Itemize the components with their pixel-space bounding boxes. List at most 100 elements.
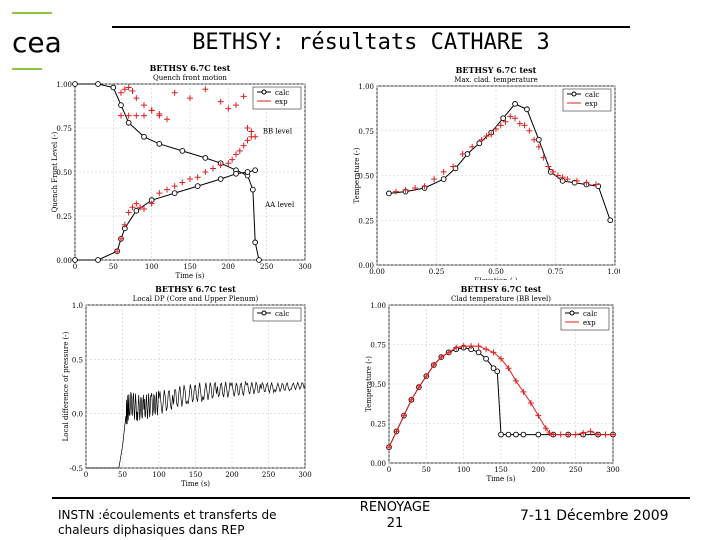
data-point-exp — [236, 147, 243, 154]
data-point-exp — [217, 161, 224, 168]
footer-section: RENOYAGE — [359, 500, 431, 515]
data-point-exp — [445, 349, 452, 356]
y-axis-label: Temperature (-) — [365, 356, 373, 412]
chart-max-clad-temp: 0.00 0.25 0.50 0.75 1.00 0.00 0.25 0.50 0.75 1.00… — [353, 65, 620, 280]
data-point-exp — [546, 429, 553, 436]
data-point-calc — [141, 133, 147, 140]
data-point-exp — [527, 399, 534, 406]
x-tick-label: 0.50 — [488, 268, 504, 276]
data-point-calc — [252, 239, 259, 246]
data-point-exp — [141, 112, 147, 119]
chart-subtitle: Clad temperature (BB level) — [451, 295, 551, 303]
y-tick-label: 1.00 — [370, 302, 386, 310]
data-point-exp — [129, 88, 136, 95]
x-tick-label: 250 — [260, 263, 273, 271]
data-point-exp — [225, 160, 232, 167]
data-point-exp — [179, 179, 186, 186]
y-axis-label: Quench Front Level (-) — [51, 131, 59, 212]
data-point-calc — [72, 257, 78, 263]
data-point-exp — [121, 221, 128, 228]
data-point-exp — [545, 163, 552, 170]
footer-left-line-2: chaleurs diphasiques dans REP — [58, 523, 245, 537]
data-point-exp — [540, 154, 547, 161]
data-point-exp — [248, 128, 255, 135]
data-point-exp — [460, 343, 467, 350]
data-point-exp — [164, 186, 170, 193]
legend-label: exp — [585, 100, 598, 108]
data-point-exp — [415, 384, 422, 391]
annotation-aa-level: AA level — [264, 201, 295, 209]
legend-label: exp — [583, 319, 596, 327]
data-point-calc — [512, 101, 518, 107]
data-point-exp — [164, 116, 170, 123]
data-point-exp — [114, 248, 121, 255]
data-point-exp — [202, 169, 209, 175]
data-point-exp — [240, 93, 247, 100]
x-tick-label: 150 — [183, 263, 196, 271]
y-tick-label: 0.75 — [56, 125, 72, 133]
data-point-exp — [187, 95, 193, 102]
data-point-exp — [483, 346, 490, 353]
x-tick-label: 0 — [387, 466, 391, 474]
footer-center: RENOYAGE 21 — [340, 500, 450, 532]
chart-subtitle: Local DP (Core and Upper Plenum) — [133, 295, 259, 303]
data-point-exp — [572, 431, 579, 438]
footer-left: INSTN :écoulements et transferts de chal… — [58, 508, 298, 538]
x-tick-label: 200 — [222, 263, 235, 271]
page-number: 21 — [386, 516, 404, 531]
data-point-exp — [400, 412, 407, 419]
x-tick-label: 300 — [298, 263, 311, 271]
data-point-exp — [498, 355, 504, 362]
y-tick-label: 0.00 — [370, 460, 386, 468]
data-point-exp — [121, 86, 128, 93]
data-point-calc — [386, 190, 392, 197]
data-point-calc — [440, 176, 447, 182]
x-tick-label: 0 — [73, 263, 77, 271]
data-point-exp — [535, 143, 542, 150]
data-point-exp — [133, 95, 140, 102]
data-point-calc — [194, 183, 201, 189]
data-point-exp — [535, 412, 542, 419]
data-point-exp — [421, 183, 428, 190]
data-point-calc — [524, 106, 530, 113]
x-axis-label: Time (s) — [487, 475, 516, 483]
data-point-calc — [110, 84, 117, 91]
y-tick-label: 0.50 — [56, 169, 72, 177]
data-point-exp — [475, 343, 482, 350]
data-point-exp — [468, 343, 475, 350]
footer-left-line-1: INSTN :écoulements et transferts de — [58, 508, 277, 522]
legend-label: calc — [585, 91, 599, 99]
data-point-exp — [148, 107, 155, 114]
y-tick-label: 0.50 — [370, 381, 386, 389]
data-point-exp — [217, 98, 224, 105]
data-point-calc — [505, 431, 512, 438]
data-point-exp — [478, 136, 485, 143]
chart-clad-temp-bb: 0 50 100 150 200 250 300 0.00 0.25 0.50 0.75 1.00 BE… — [365, 284, 620, 483]
data-point-exp — [252, 133, 259, 140]
data-point-exp — [557, 431, 564, 438]
data-point-exp — [440, 168, 447, 175]
data-point-exp — [133, 112, 140, 119]
data-point-exp — [554, 172, 561, 179]
data-point-exp — [194, 174, 201, 181]
y-tick-label: 0.5 — [72, 356, 83, 364]
chart-title: BETHSY 6.7C test — [461, 284, 542, 294]
x-tick-label: 200 — [532, 466, 545, 474]
x-tick-label: 100 — [457, 466, 470, 474]
data-point-calc — [500, 115, 506, 122]
legend-marker — [569, 310, 575, 316]
y-tick-label: 0.25 — [358, 217, 374, 225]
data-point-exp — [171, 89, 178, 96]
x-tick-label: 1.00 — [607, 268, 620, 276]
data-point-exp — [483, 133, 490, 140]
data-point-exp — [493, 125, 499, 132]
data-point-calc — [256, 257, 262, 263]
x-tick-label: 300 — [298, 471, 311, 479]
legend-marker — [261, 310, 267, 316]
data-point-calc — [244, 169, 251, 175]
data-point-exp — [129, 204, 136, 211]
data-point-calc — [498, 431, 504, 438]
data-point-exp — [497, 122, 504, 129]
legend-marker — [571, 91, 577, 97]
logo-accent-bottom — [12, 68, 42, 70]
